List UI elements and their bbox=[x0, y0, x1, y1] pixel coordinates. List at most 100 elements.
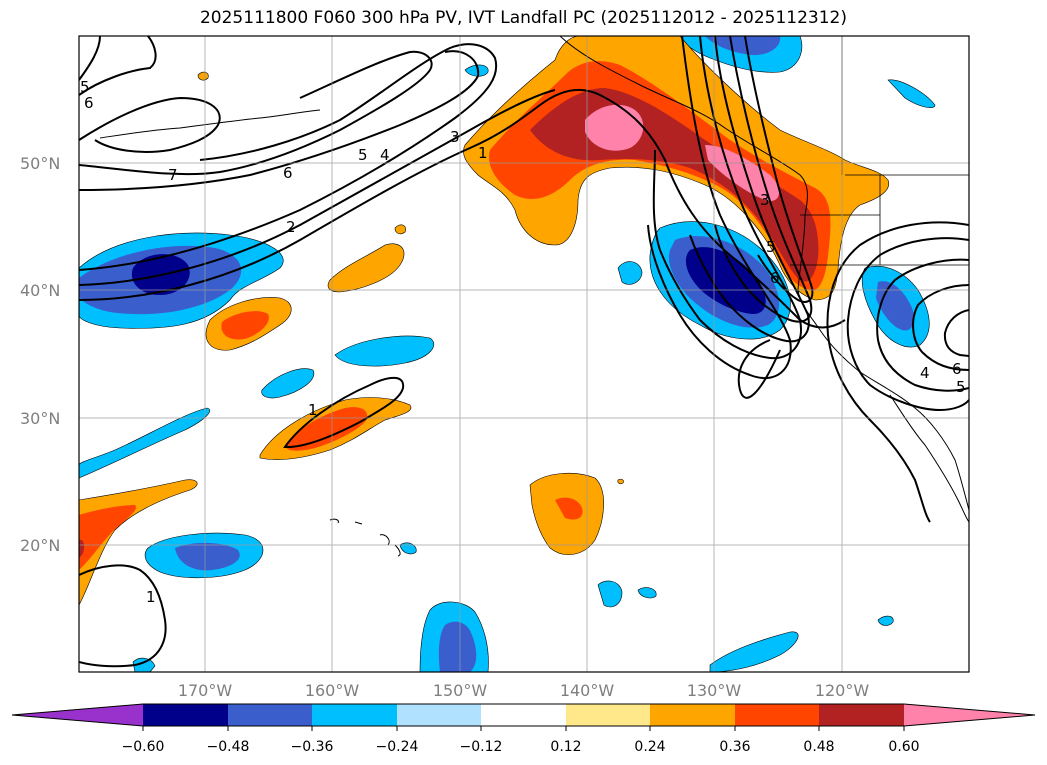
neg-patch-core bbox=[175, 542, 240, 571]
contour-line bbox=[744, 36, 814, 303]
colorbar-label: −0.24 bbox=[376, 739, 419, 755]
lon-label: 120°W bbox=[815, 681, 870, 700]
colorbar-segment bbox=[650, 704, 735, 726]
map-title: 2025111800 F060 300 hPa PV, IVT Landfall… bbox=[199, 8, 847, 28]
colorbar-segment bbox=[735, 704, 819, 726]
contour-label: 5 bbox=[956, 378, 966, 396]
contour-label: 6 bbox=[283, 164, 293, 182]
lon-label: 130°W bbox=[687, 681, 742, 700]
pos-anomaly-coastal-60 bbox=[585, 104, 644, 151]
contour-label: 7 bbox=[168, 166, 178, 184]
colorbar-ticks bbox=[142, 726, 905, 731]
colorbar-segment bbox=[481, 704, 566, 726]
neg-patch bbox=[709, 631, 799, 672]
pos-patch bbox=[197, 71, 209, 81]
latitude-labels: 50°N 40°N 30°N 20°N bbox=[20, 154, 60, 555]
north-america-coast bbox=[559, 36, 969, 511]
contour-line bbox=[79, 88, 846, 329]
ivt-contours bbox=[79, 36, 969, 668]
contour-label: 5 bbox=[80, 78, 90, 96]
contour-line bbox=[826, 221, 969, 523]
neg-patch bbox=[399, 542, 417, 555]
neg-patch bbox=[464, 64, 489, 77]
neg-patch bbox=[261, 368, 315, 399]
colorbar-label: 0.24 bbox=[634, 739, 665, 755]
pos-patch-core bbox=[555, 497, 583, 520]
colorbar-segment bbox=[397, 704, 481, 726]
colorbar-min-extension bbox=[12, 704, 143, 726]
pos-patch-core2 bbox=[79, 539, 85, 558]
contour-label: 1 bbox=[146, 588, 156, 606]
contour-label: 4 bbox=[380, 146, 390, 164]
baja-coast bbox=[889, 394, 969, 523]
longitude-labels: 170°W 160°W 150°W 140°W 130°W 120°W bbox=[178, 681, 870, 700]
contour-line bbox=[876, 258, 969, 392]
map-panel: 5 6 7 6 5 4 3 1 2 1 1 3 5 6 4 6 5 bbox=[79, 36, 969, 672]
neg-anomaly-north-core bbox=[705, 36, 781, 56]
contour-label: 5 bbox=[766, 238, 776, 256]
contour-line bbox=[283, 376, 405, 449]
neg-patch bbox=[637, 587, 657, 599]
colorbar: −0.60 −0.48 −0.36 −0.24 −0.12 0.12 0.24 … bbox=[11, 703, 1036, 755]
colorbar-max-extension bbox=[904, 704, 1035, 726]
colorbar-label: −0.12 bbox=[460, 739, 503, 755]
contour-line bbox=[79, 50, 480, 191]
contour-line bbox=[79, 36, 101, 81]
contour-line bbox=[689, 36, 810, 343]
neg-patch bbox=[877, 615, 894, 626]
contour-line bbox=[79, 564, 167, 668]
lon-label: 140°W bbox=[560, 681, 615, 700]
colorbar-segment bbox=[312, 704, 397, 726]
colorbar-label: 0.48 bbox=[803, 739, 834, 755]
map-frame bbox=[78, 35, 970, 673]
colorbar-label: −0.36 bbox=[291, 739, 334, 755]
colorbar-label: −0.60 bbox=[122, 739, 165, 755]
lon-label: 150°W bbox=[433, 681, 488, 700]
colorbar-label: 0.60 bbox=[888, 739, 919, 755]
neg-patch bbox=[887, 79, 936, 108]
contour-label: 5 bbox=[358, 146, 368, 164]
contour-label: 6 bbox=[952, 360, 962, 378]
neg-patch bbox=[79, 407, 211, 479]
contour-label: 1 bbox=[308, 401, 318, 419]
neg-anomaly-coastal-core bbox=[685, 247, 766, 315]
colorbar-label: 0.12 bbox=[550, 739, 581, 755]
inland-border bbox=[790, 36, 969, 266]
lon-label: 160°W bbox=[305, 681, 360, 700]
lat-label: 40°N bbox=[20, 281, 60, 300]
graticule bbox=[79, 36, 969, 672]
colorbar-segment bbox=[143, 704, 228, 726]
contour-label: 2 bbox=[286, 218, 296, 236]
contour-line bbox=[737, 339, 781, 399]
contour-label: 6 bbox=[84, 94, 94, 112]
pos-patch bbox=[617, 478, 624, 485]
contour-label: 3 bbox=[450, 128, 460, 146]
colorbar-segment bbox=[819, 704, 904, 726]
colorbar-label: −0.48 bbox=[207, 739, 250, 755]
contour-line bbox=[79, 43, 498, 271]
neg-patch bbox=[617, 261, 643, 285]
pos-patch-core bbox=[221, 311, 269, 340]
pos-patch bbox=[394, 224, 406, 235]
pos-patch-core bbox=[79, 505, 136, 570]
contour-line bbox=[647, 36, 792, 380]
lat-label: 20°N bbox=[20, 536, 60, 555]
contour-line bbox=[79, 96, 221, 153]
contour-labels: 5 6 7 6 5 4 3 1 2 1 1 3 5 6 4 6 5 bbox=[80, 78, 966, 606]
neg-patch bbox=[334, 335, 435, 367]
colorbar-segment bbox=[228, 704, 312, 726]
neg-patch bbox=[597, 580, 623, 608]
pos-anomaly-coastal-60b bbox=[705, 145, 780, 201]
pv-negative-fields bbox=[79, 36, 936, 672]
lat-label: 50°N bbox=[20, 154, 60, 173]
lon-label: 170°W bbox=[178, 681, 233, 700]
contour-label: 6 bbox=[770, 269, 780, 287]
contour-label: 4 bbox=[920, 364, 930, 382]
neg-patch-core bbox=[438, 621, 477, 672]
colorbar-label: 0.36 bbox=[719, 739, 750, 755]
colorbar-labels: −0.60 −0.48 −0.36 −0.24 −0.12 0.12 0.24 … bbox=[122, 739, 920, 755]
contour-line bbox=[846, 237, 969, 412]
contour-line bbox=[79, 89, 556, 286]
contour-label: 3 bbox=[760, 191, 770, 209]
